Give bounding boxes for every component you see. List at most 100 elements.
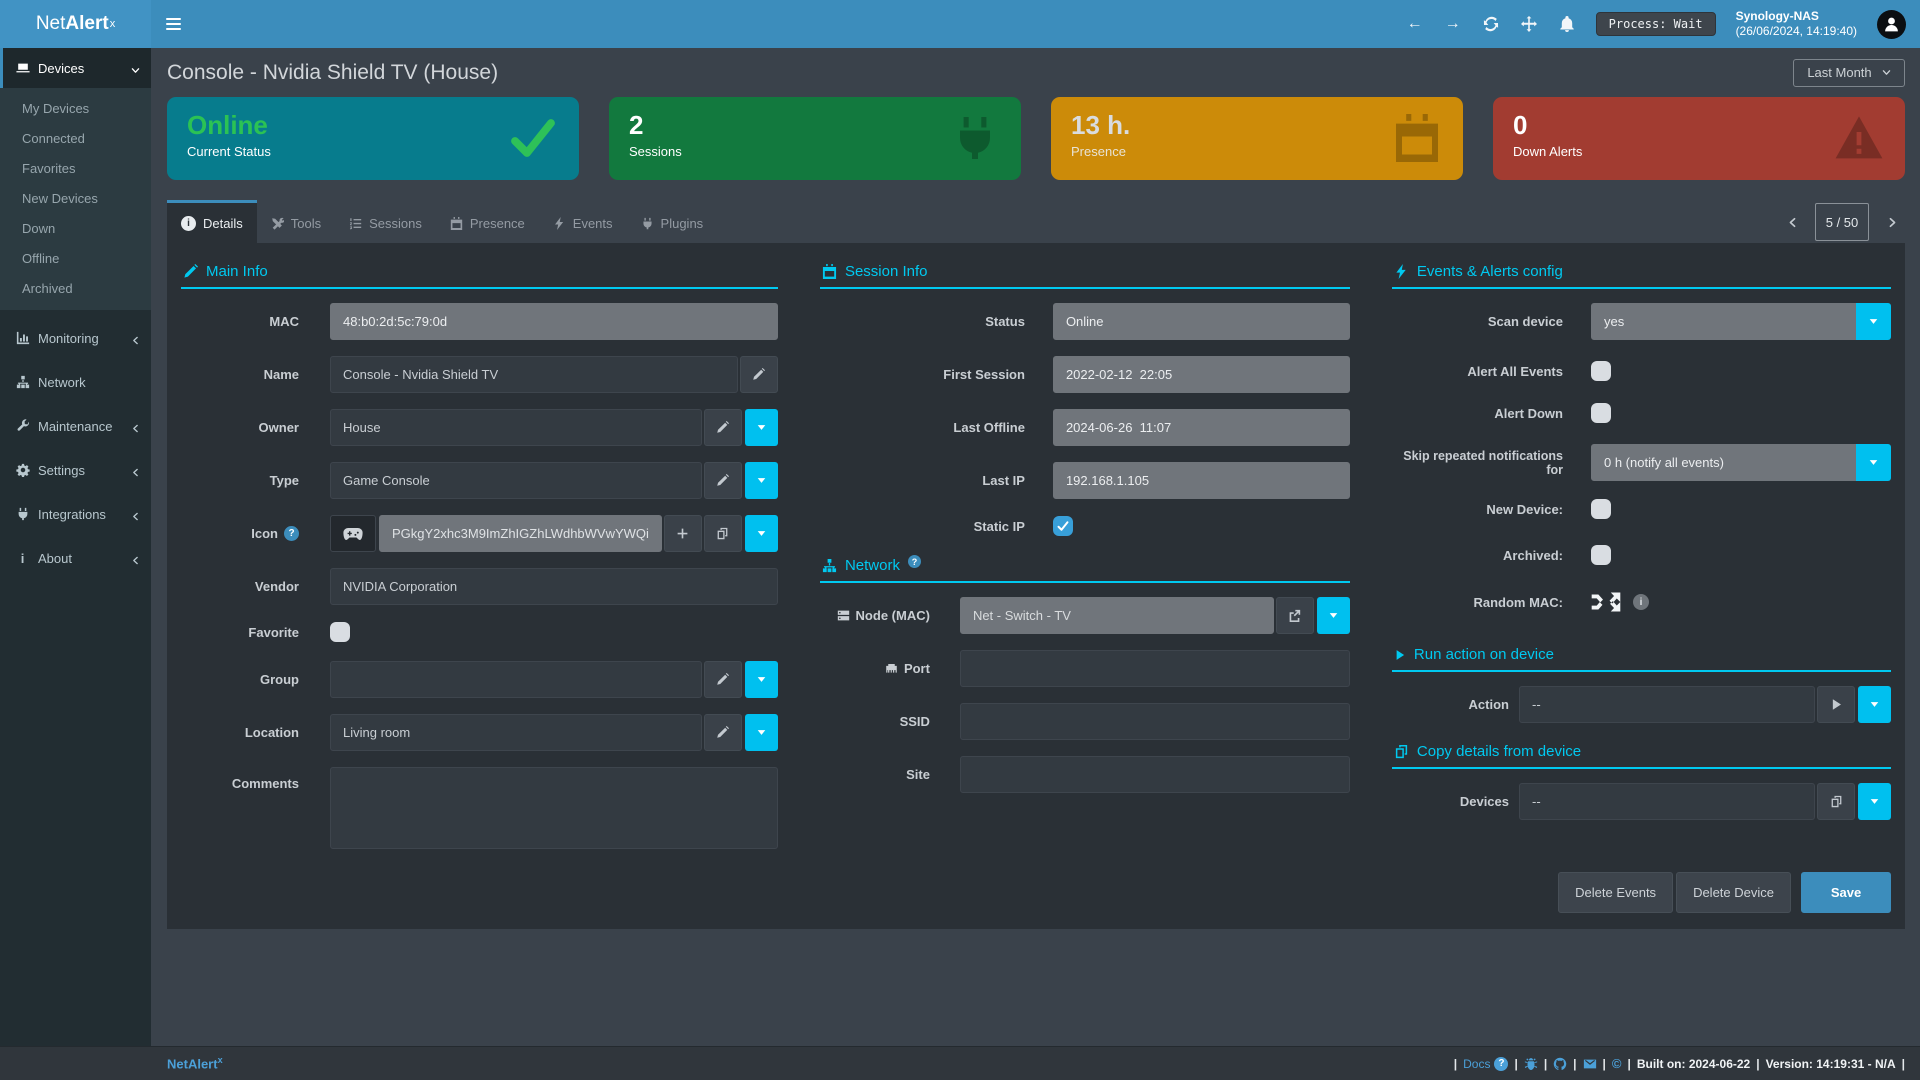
card-current-status[interactable]: Online Current Status: [167, 97, 579, 180]
sidebar-item-connected[interactable]: Connected: [22, 131, 85, 146]
static-ip-checkbox[interactable]: [1052, 516, 1073, 536]
last-ip-label: Last IP: [982, 473, 1025, 488]
notifications-bell-icon[interactable]: [1558, 15, 1576, 33]
site-field[interactable]: [959, 756, 1350, 793]
host-info: Synology-NAS (26/06/2024, 14:19:40): [1736, 9, 1857, 39]
sidebar-item-my-devices[interactable]: My Devices: [22, 101, 90, 116]
edit-name-button[interactable]: [739, 356, 778, 393]
info-icon: i: [20, 550, 25, 566]
card-sessions[interactable]: 2 Sessions: [609, 97, 1021, 180]
tab-plugins[interactable]: Plugins: [627, 200, 718, 243]
location-dropdown-button[interactable]: [744, 714, 778, 751]
copy-icon: [716, 527, 729, 540]
copy-from-device-button[interactable]: [1817, 783, 1855, 820]
copyright-icon[interactable]: ©: [1611, 1056, 1622, 1071]
sidebar-item-offline[interactable]: Offline: [22, 251, 60, 266]
sidebar-item-new-devices[interactable]: New Devices: [22, 191, 98, 206]
tab-details[interactable]: i Details: [167, 200, 257, 243]
pager-next-button[interactable]: [1879, 204, 1905, 241]
docs-link[interactable]: Docs?: [1463, 1056, 1509, 1071]
plus-icon: [676, 527, 689, 540]
type-dropdown-button[interactable]: [744, 462, 778, 499]
email-icon[interactable]: [1583, 1057, 1597, 1071]
name-field[interactable]: Console - Nvidia Shield TV: [330, 356, 738, 393]
archived-checkbox[interactable]: [1591, 545, 1611, 565]
add-icon-button[interactable]: [663, 515, 702, 552]
nav-forward-icon[interactable]: →: [1444, 15, 1461, 32]
owner-field[interactable]: House: [330, 409, 702, 446]
card-down-alerts[interactable]: 0 Down Alerts: [1493, 97, 1905, 180]
port-field[interactable]: [959, 650, 1350, 687]
location-field[interactable]: Living room: [330, 714, 702, 751]
copy-devices-dropdown-button[interactable]: [1858, 783, 1891, 820]
edit-group-button[interactable]: [703, 661, 742, 698]
card-presence[interactable]: 13 h. Presence: [1051, 97, 1463, 180]
edit-location-button[interactable]: [703, 714, 742, 751]
copy-icon-button[interactable]: [703, 515, 742, 552]
vendor-field[interactable]: NVIDIA Corporation: [330, 568, 778, 605]
caret-down-icon: [1869, 699, 1880, 710]
sidebar-item-network[interactable]: Network: [0, 360, 151, 404]
sidebar-item-maintenance[interactable]: Maintenance: [0, 404, 151, 448]
process-status-badge[interactable]: Process: Wait: [1595, 12, 1716, 36]
owner-dropdown-button[interactable]: [744, 409, 778, 446]
sidebar-item-down[interactable]: Down: [22, 221, 56, 236]
period-selector[interactable]: Last Month: [1793, 58, 1905, 87]
alert-down-checkbox[interactable]: [1591, 403, 1611, 423]
open-node-button[interactable]: [1275, 597, 1314, 634]
edit-type-button[interactable]: [703, 462, 742, 499]
scan-device-select[interactable]: yes: [1591, 303, 1856, 340]
question-circle-icon[interactable]: ?: [284, 526, 299, 541]
sidebar-item-monitoring[interactable]: Monitoring: [0, 316, 151, 360]
bug-report-icon[interactable]: [1524, 1057, 1538, 1071]
skip-notifications-dropdown-button[interactable]: [1856, 444, 1891, 481]
edit-owner-button[interactable]: [703, 409, 742, 446]
app-logo[interactable]: Net Alert x: [0, 0, 151, 48]
group-field[interactable]: [330, 661, 702, 698]
tab-label: Presence: [469, 215, 525, 231]
favorite-checkbox[interactable]: [330, 622, 350, 642]
delete-events-button[interactable]: Delete Events: [1558, 872, 1674, 913]
ssid-field[interactable]: [959, 703, 1350, 740]
icon-dropdown-button[interactable]: [744, 515, 778, 552]
sidebar-item-settings[interactable]: Settings: [0, 448, 151, 492]
node-mac-field[interactable]: Net - Switch - TV: [959, 597, 1274, 634]
skip-notifications-select[interactable]: 0 h (notify all events): [1591, 444, 1856, 481]
type-field[interactable]: Game Console: [330, 462, 702, 499]
sidebar-item-archived[interactable]: Archived: [22, 281, 73, 296]
delete-device-button[interactable]: Delete Device: [1676, 872, 1791, 913]
new-device-checkbox[interactable]: [1591, 499, 1611, 519]
nav-back-icon[interactable]: ←: [1406, 15, 1423, 32]
run-action-button[interactable]: [1817, 686, 1855, 723]
fullscreen-move-icon[interactable]: [1520, 15, 1538, 33]
footer-brand[interactable]: NetAlertx: [167, 1055, 223, 1072]
gamepad-icon: [343, 527, 363, 541]
info-circle-icon[interactable]: i: [1633, 594, 1649, 610]
sidebar-item-integrations[interactable]: Integrations: [0, 492, 151, 536]
user-avatar[interactable]: [1877, 9, 1906, 39]
alert-all-events-label: Alert All Events: [1467, 363, 1563, 379]
sidebar-item-about[interactable]: i About: [0, 536, 151, 580]
sidebar-item-favorites[interactable]: Favorites: [22, 161, 76, 176]
tab-tools[interactable]: Tools: [257, 200, 335, 243]
copy-devices-select[interactable]: --: [1519, 783, 1815, 820]
scan-device-dropdown-button[interactable]: [1856, 303, 1891, 340]
save-button[interactable]: Save: [1801, 872, 1891, 913]
alert-all-events-checkbox[interactable]: [1591, 361, 1611, 381]
action-select[interactable]: --: [1519, 686, 1815, 723]
refresh-icon[interactable]: [1482, 15, 1500, 33]
tab-presence[interactable]: Presence: [436, 200, 539, 243]
action-dropdown-button[interactable]: [1858, 686, 1891, 723]
question-circle-icon[interactable]: ?: [907, 555, 921, 568]
group-dropdown-button[interactable]: [744, 661, 778, 698]
tab-events[interactable]: Events: [539, 200, 627, 243]
pager-prev-button[interactable]: [1779, 204, 1805, 241]
sidebar-toggle-button[interactable]: [151, 0, 195, 48]
chevron-left-icon: [131, 465, 141, 475]
node-dropdown-button[interactable]: [1316, 597, 1350, 634]
tab-sessions[interactable]: Sessions: [335, 200, 436, 243]
comments-field[interactable]: [330, 767, 778, 849]
site-label: Site: [906, 767, 930, 782]
sidebar-item-devices[interactable]: Devices: [0, 48, 151, 88]
github-icon[interactable]: [1553, 1057, 1567, 1071]
